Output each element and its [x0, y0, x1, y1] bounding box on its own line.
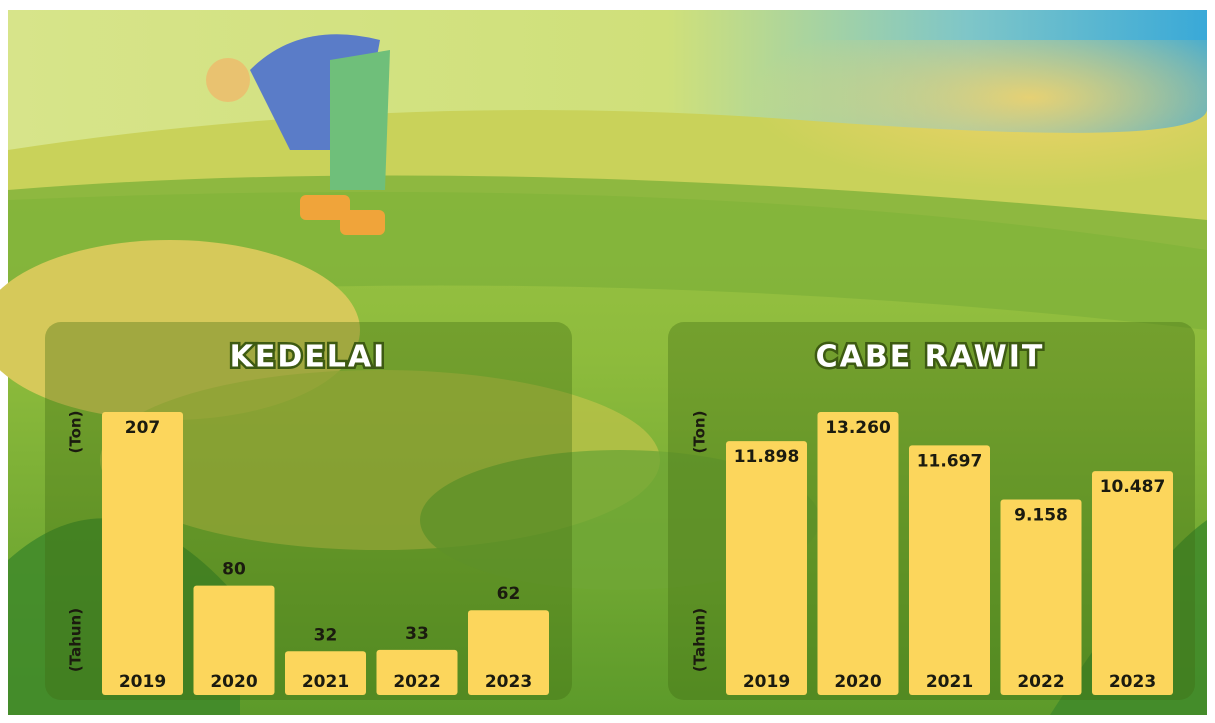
value-label: 11.697	[917, 451, 983, 471]
value-label: 33	[405, 624, 429, 644]
bar	[102, 412, 183, 695]
x-tick-label: 2023	[485, 672, 532, 692]
bar	[1000, 499, 1082, 695]
bar	[468, 610, 549, 695]
y-axis-label: (Ton)	[691, 411, 709, 454]
x-tick-label: 2020	[834, 672, 881, 692]
value-label: 32	[314, 625, 338, 645]
bar	[193, 585, 275, 695]
bar	[726, 441, 807, 695]
x-tick-label: 2021	[926, 672, 973, 692]
y-axis-label: (Ton)	[67, 411, 85, 454]
x-tick-label: 2023	[1109, 672, 1156, 692]
value-label: 10.487	[1100, 477, 1166, 497]
bar	[909, 445, 990, 695]
value-label: 13.260	[825, 418, 891, 438]
chart-title: KEDELAI	[230, 340, 387, 375]
value-label: 11.898	[734, 447, 800, 467]
value-label: 207	[125, 418, 161, 438]
x-tick-label: 2019	[743, 672, 790, 692]
bar	[817, 412, 899, 695]
bar	[285, 651, 366, 695]
x-tick-label: 2020	[210, 672, 257, 692]
farmer	[206, 34, 390, 235]
x-axis-label: (Tahun)	[67, 608, 85, 672]
bar	[1092, 471, 1173, 695]
bar	[376, 649, 458, 695]
x-axis-label: (Tahun)	[691, 608, 709, 672]
value-label: 80	[222, 560, 246, 580]
chart-title: CABE RAWIT	[816, 340, 1045, 375]
value-label: 9.158	[1014, 506, 1068, 526]
value-label: 62	[497, 584, 521, 604]
x-tick-label: 2019	[119, 672, 166, 692]
x-tick-label: 2021	[302, 672, 349, 692]
x-tick-label: 2022	[393, 672, 440, 692]
x-tick-label: 2022	[1017, 672, 1064, 692]
background	[0, 10, 1207, 715]
